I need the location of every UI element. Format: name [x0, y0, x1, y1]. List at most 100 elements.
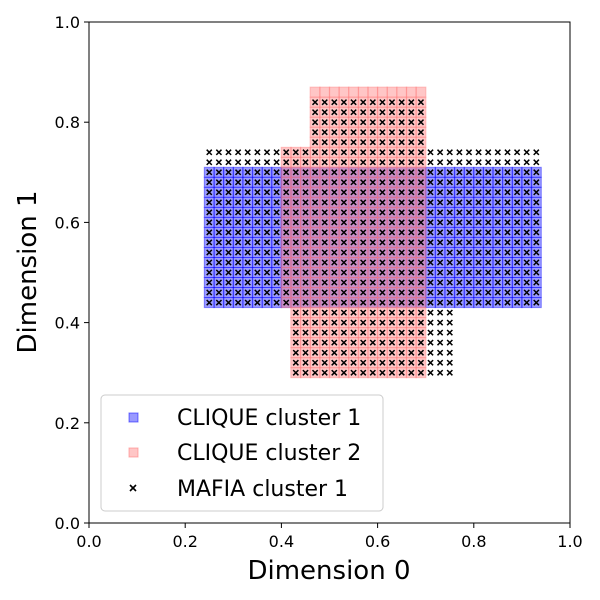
- point-mafia-cluster-1: [215, 149, 223, 156]
- point-mafia-cluster-1: [254, 169, 261, 176]
- point-mafia-cluster-1: [311, 359, 319, 366]
- point-mafia-cluster-1: [350, 349, 357, 356]
- point-mafia-cluster-1: [244, 229, 251, 236]
- point-mafia-cluster-1: [398, 319, 405, 326]
- point-mafia-cluster-1: [417, 319, 425, 326]
- point-mafia-cluster-1: [331, 229, 338, 236]
- point-mafia-cluster-1: [523, 219, 530, 226]
- point-mafia-cluster-1: [331, 339, 338, 346]
- point-mafia-cluster-1: [388, 169, 396, 176]
- point-mafia-cluster-1: [379, 249, 386, 256]
- point-mafia-cluster-1: [292, 189, 299, 196]
- point-mafia-cluster-1: [311, 259, 319, 266]
- point-mafia-cluster-1: [292, 359, 299, 366]
- point-mafia-cluster-1: [427, 349, 434, 356]
- point-mafia-cluster-1: [494, 219, 501, 226]
- point-mafia-cluster-1: [369, 199, 376, 206]
- point-mafia-cluster-1: [446, 279, 453, 286]
- point-mafia-cluster-1: [331, 199, 338, 206]
- point-clique-cluster-2: [376, 86, 388, 98]
- point-mafia-cluster-1: [263, 179, 271, 186]
- point-mafia-cluster-1: [292, 179, 299, 186]
- point-mafia-cluster-1: [427, 279, 434, 286]
- point-mafia-cluster-1: [408, 319, 415, 326]
- point-mafia-cluster-1: [234, 189, 242, 196]
- point-mafia-cluster-1: [523, 179, 530, 186]
- point-mafia-cluster-1: [350, 239, 357, 246]
- point-mafia-cluster-1: [398, 109, 405, 116]
- point-mafia-cluster-1: [244, 279, 251, 286]
- point-mafia-cluster-1: [398, 179, 405, 186]
- point-mafia-cluster-1: [513, 169, 521, 176]
- point-mafia-cluster-1: [494, 159, 501, 166]
- point-mafia-cluster-1: [263, 189, 271, 196]
- point-mafia-cluster-1: [244, 159, 251, 166]
- point-mafia-cluster-1: [485, 259, 492, 266]
- point-mafia-cluster-1: [408, 209, 415, 216]
- point-mafia-cluster-1: [273, 239, 280, 246]
- point-mafia-cluster-1: [427, 309, 434, 316]
- point-mafia-cluster-1: [398, 369, 405, 376]
- point-mafia-cluster-1: [369, 189, 376, 196]
- point-mafia-cluster-1: [417, 309, 425, 316]
- point-mafia-cluster-1: [350, 269, 357, 276]
- point-mafia-cluster-1: [446, 289, 453, 296]
- point-mafia-cluster-1: [388, 179, 396, 186]
- point-mafia-cluster-1: [215, 209, 223, 216]
- point-mafia-cluster-1: [350, 149, 357, 156]
- point-mafia-cluster-1: [244, 249, 251, 256]
- point-clique-cluster-2: [396, 86, 408, 98]
- point-mafia-cluster-1: [427, 199, 434, 206]
- point-mafia-cluster-1: [321, 219, 328, 226]
- point-mafia-cluster-1: [283, 279, 290, 286]
- point-mafia-cluster-1: [234, 269, 242, 276]
- point-mafia-cluster-1: [398, 239, 405, 246]
- point-mafia-cluster-1: [379, 199, 386, 206]
- point-mafia-cluster-1: [388, 119, 396, 126]
- point-mafia-cluster-1: [321, 299, 328, 306]
- point-mafia-cluster-1: [225, 229, 232, 236]
- point-mafia-cluster-1: [302, 359, 309, 366]
- point-mafia-cluster-1: [465, 199, 473, 206]
- point-mafia-cluster-1: [379, 319, 386, 326]
- point-mafia-cluster-1: [350, 219, 357, 226]
- point-mafia-cluster-1: [215, 249, 223, 256]
- point-mafia-cluster-1: [350, 139, 357, 146]
- point-mafia-cluster-1: [485, 249, 492, 256]
- point-mafia-cluster-1: [494, 229, 501, 236]
- point-mafia-cluster-1: [417, 359, 425, 366]
- x-tick-label: 0.0: [76, 532, 101, 551]
- point-mafia-cluster-1: [408, 309, 415, 316]
- point-mafia-cluster-1: [417, 249, 425, 256]
- point-mafia-cluster-1: [475, 149, 482, 156]
- point-mafia-cluster-1: [206, 209, 213, 216]
- point-mafia-cluster-1: [485, 159, 492, 166]
- point-mafia-cluster-1: [388, 209, 396, 216]
- point-mafia-cluster-1: [321, 129, 328, 136]
- point-mafia-cluster-1: [504, 189, 511, 196]
- point-mafia-cluster-1: [292, 249, 299, 256]
- point-mafia-cluster-1: [254, 199, 261, 206]
- point-mafia-cluster-1: [321, 329, 328, 336]
- point-mafia-cluster-1: [494, 179, 501, 186]
- point-mafia-cluster-1: [408, 159, 415, 166]
- point-mafia-cluster-1: [475, 189, 482, 196]
- point-mafia-cluster-1: [360, 209, 367, 216]
- point-mafia-cluster-1: [398, 259, 405, 266]
- point-mafia-cluster-1: [533, 259, 540, 266]
- point-mafia-cluster-1: [398, 199, 405, 206]
- point-mafia-cluster-1: [273, 189, 280, 196]
- point-mafia-cluster-1: [360, 299, 367, 306]
- point-mafia-cluster-1: [215, 239, 223, 246]
- point-mafia-cluster-1: [408, 109, 415, 116]
- point-mafia-cluster-1: [311, 219, 319, 226]
- point-mafia-cluster-1: [369, 179, 376, 186]
- point-mafia-cluster-1: [283, 299, 290, 306]
- point-mafia-cluster-1: [513, 199, 521, 206]
- point-mafia-cluster-1: [206, 229, 213, 236]
- point-mafia-cluster-1: [350, 279, 357, 286]
- point-mafia-cluster-1: [340, 169, 348, 176]
- point-mafia-cluster-1: [494, 249, 501, 256]
- point-mafia-cluster-1: [225, 209, 232, 216]
